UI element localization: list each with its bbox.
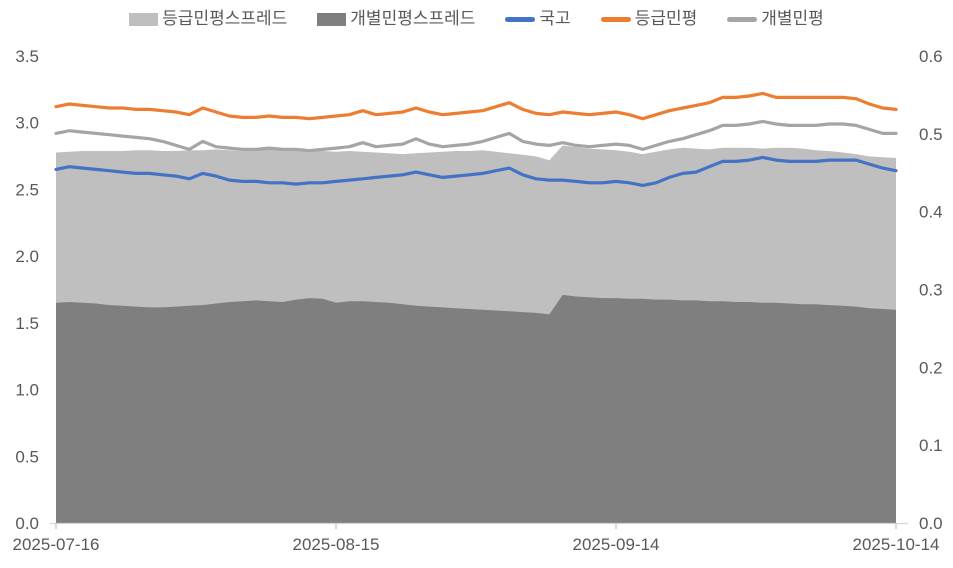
x-axis-label: 2025-10-14	[853, 535, 940, 554]
legend-label-individual-minpyeong: 개별민평	[761, 9, 824, 28]
legend-label-treasury: 국고	[539, 9, 571, 28]
left-axis-label: 0.5	[15, 447, 39, 466]
legend-label-rating-minpyeong-spread: 등급민평스프레드	[162, 9, 288, 28]
legend-item-rating-minpyeong-spread: 등급민평스프레드	[129, 7, 287, 31]
legend-swatch-rating-minpyeong-spread-icon	[129, 12, 159, 26]
right-axis-label: 0.2	[919, 358, 943, 377]
legend-item-individual-minpyeong-spread: 개별민평스프레드	[317, 7, 475, 31]
legend-swatch-treasury-icon	[505, 16, 536, 22]
individual-minpyeong-line	[54, 119, 898, 153]
x-axis-label: 2025-07-16	[13, 535, 100, 554]
right-axis-label: 0.0	[919, 514, 943, 533]
legend-item-individual-minpyeong: 개별민평	[727, 7, 824, 31]
x-axis-label: 2025-09-14	[573, 535, 660, 554]
chart-legend: 등급민평스프레드 개별민평스프레드 국고 등급민평 개별민평	[0, 7, 953, 31]
left-axis-label: 1.5	[15, 314, 39, 333]
right-axis-label: 0.4	[919, 203, 943, 222]
treasury-line	[54, 155, 898, 187]
legend-item-rating-minpyeong: 등급민평	[600, 7, 698, 31]
legend-item-treasury: 국고	[505, 7, 571, 31]
legend-label-rating-minpyeong: 등급민평	[634, 9, 698, 28]
right-axis-label: 0.3	[919, 281, 943, 300]
left-axis-label: 1.0	[15, 381, 39, 400]
left-axis-label: 3.0	[15, 114, 39, 133]
right-axis-label: 0.5	[919, 125, 943, 144]
left-axis-label: 0.0	[15, 514, 39, 533]
rating-minpyeong-line	[54, 91, 898, 121]
left-axis-label: 3.5	[15, 47, 39, 66]
individual-minpyeong-spread-area	[56, 294, 896, 523]
legend-swatch-individual-minpyeong-spread-icon	[317, 12, 347, 26]
left-axis-label: 2.5	[15, 180, 39, 199]
legend-label-individual-minpyeong-spread: 개별민평스프레드	[350, 9, 476, 28]
left-axis-label: 2.0	[15, 247, 39, 266]
right-axis-label: 0.6	[919, 47, 943, 66]
legend-swatch-rating-minpyeong-icon	[600, 16, 631, 22]
x-axis-label: 2025-08-15	[293, 535, 380, 554]
right-axis-label: 0.1	[919, 436, 943, 455]
legend-swatch-individual-minpyeong-icon	[727, 16, 758, 22]
